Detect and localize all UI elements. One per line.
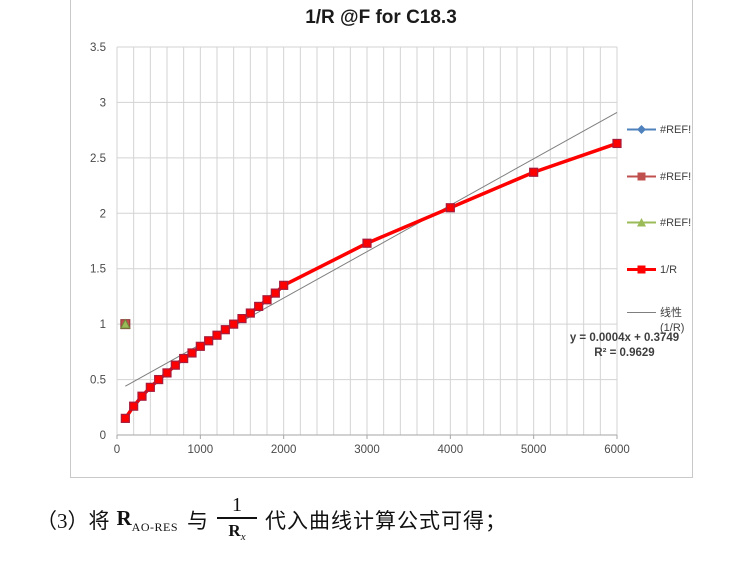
legend-line-triangle-icon (627, 218, 656, 227)
series-1r-marker (179, 353, 189, 364)
legend-line-red-square-icon (627, 265, 656, 274)
series-1r-marker (362, 238, 372, 248)
denominator-subscript: x (240, 530, 246, 543)
legend-item-1r: 1/R (626, 263, 677, 276)
series-1r-marker (612, 138, 622, 149)
legend-item-ref1: #REF! (626, 123, 691, 136)
series-1r-marker (445, 203, 455, 213)
series-1r-marker (145, 382, 155, 392)
fraction-1-over-rx: 1 Rx (217, 493, 258, 547)
x-tick-label: 1000 (188, 444, 214, 456)
y-tick-label: 0 (100, 430, 106, 442)
y-tick-label: 2 (100, 208, 106, 220)
legend-square-marker (637, 172, 646, 181)
r-ao-res-symbol: RAO-RES (116, 505, 179, 534)
x-tick-label: 0 (114, 444, 120, 456)
series-1r-marker (195, 341, 205, 351)
legend-trendline-icon (627, 312, 656, 313)
fraction-denominator: Rx (228, 520, 246, 543)
series-1r-marker (212, 330, 222, 340)
series-1r-marker (279, 280, 289, 290)
x-tick-label: 5000 (521, 444, 547, 456)
chart-title: 1/R @F for C18.3 (305, 7, 457, 28)
formula-suffix: 代入曲线计算公式可得； (265, 509, 508, 533)
series-1r-marker (245, 308, 255, 318)
y-tick-label: 1.5 (90, 264, 106, 276)
series-1r-marker (162, 368, 172, 378)
x-tick-label: 6000 (604, 444, 630, 456)
r-subscript: AO-RES (131, 519, 179, 534)
series-1r-marker (229, 319, 239, 329)
y-tick-label: 3.5 (90, 42, 106, 54)
plot-canvas: 0 1000 2000 3000 4000 5000 6000 0 0.5 1 1.5 2 2.5 3 3.… (90, 42, 630, 456)
legend-label: 1/R (660, 263, 678, 276)
series-1r-marker (270, 288, 280, 298)
trendline-r-squared: R² = 0.9629 (594, 347, 655, 359)
series-1r-marker (187, 348, 197, 358)
series-1r-marker (220, 325, 230, 335)
x-tick-label: 2000 (271, 444, 297, 456)
legend-square-marker (637, 265, 646, 274)
formula-conjunction: 与 (187, 509, 209, 533)
series-1r-marker (254, 301, 264, 312)
legend-label: #REF! (660, 170, 692, 183)
series-1r-marker (204, 336, 214, 346)
y-tick-label: 0.5 (90, 375, 106, 387)
series-1r-marker (237, 314, 247, 324)
series-1r-marker (154, 374, 164, 385)
series-1r-marker (120, 413, 130, 423)
y-tick-label: 2.5 (90, 153, 106, 165)
series-1r-marker (529, 167, 539, 177)
fraction-bar (217, 516, 258, 519)
legend-label-line2: (1/R) (660, 322, 685, 334)
y-tick-label: 1 (100, 319, 106, 331)
fraction-numerator: 1 (232, 493, 243, 516)
formula-paragraph: （3）将 RAO-RES 与 1 Rx 代入曲线计算公式可得； (36, 484, 507, 556)
legend-diamond-marker (637, 125, 646, 134)
x-tick-label: 4000 (438, 444, 464, 456)
formula-prefix: （3）将 (36, 509, 110, 533)
legend-line-diamond-icon (627, 125, 656, 134)
series-1r-marker (262, 295, 272, 305)
series-1r-line (123, 141, 618, 420)
legend-item-ref3: #REF! (626, 216, 691, 229)
legend-item-trend: 线性 (1/R) (626, 306, 684, 336)
series-ref3-marker (120, 318, 131, 329)
legend-label-line1: 线性 (660, 307, 682, 319)
series-1r-marker (129, 401, 139, 411)
legend-label: #REF! (660, 123, 692, 136)
trendline-equation: y = 0.0004x + 0.3749 (569, 332, 680, 344)
series-1r-marker (170, 360, 180, 370)
legend-item-ref2: #REF! (626, 170, 691, 183)
legend-label: #REF! (660, 216, 692, 229)
y-tick-label: 3 (100, 97, 106, 109)
legend-line-square-icon (627, 172, 656, 181)
legend-triangle-marker (637, 218, 646, 227)
trendline-annotation: y = 0.0004x + 0.3749 R² = 0.9629 (552, 331, 697, 361)
chart-area (70, 0, 693, 478)
x-tick-label: 3000 (354, 444, 380, 456)
series-1r-marker (137, 391, 147, 401)
